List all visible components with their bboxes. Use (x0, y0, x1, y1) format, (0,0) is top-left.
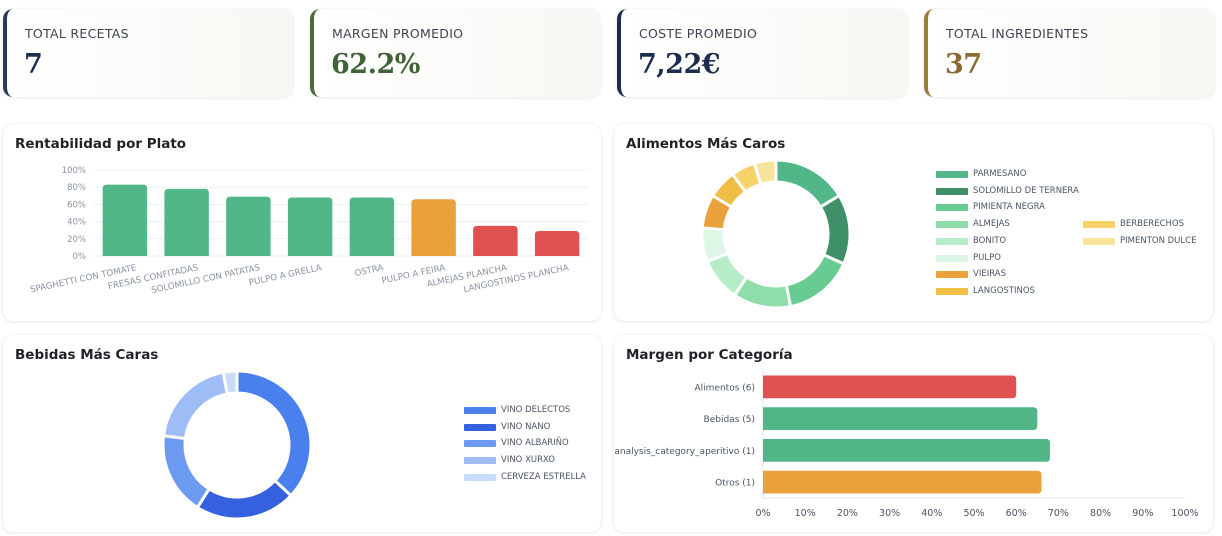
legend-swatch (1083, 237, 1115, 245)
legend-label: LANGOSTINOS (973, 285, 1035, 296)
donut-slice[interactable] (195, 478, 294, 521)
y-tick-label: 80% (67, 183, 86, 193)
x-tick-label: 0% (755, 508, 770, 519)
x-tick-label: 70% (1048, 508, 1069, 519)
bar[interactable] (763, 407, 1038, 431)
bar[interactable] (349, 197, 395, 256)
legend-swatch (936, 187, 968, 195)
bebidas-legend: VINO DELECTOS VINO NANO VINO ALBARIÑO VINO … (464, 405, 599, 506)
bar[interactable] (763, 438, 1050, 462)
x-tick-label: 40% (921, 508, 942, 519)
bar[interactable] (473, 225, 518, 256)
y-tick-label: 20% (67, 235, 86, 245)
bar[interactable] (164, 188, 209, 256)
donut-slice[interactable] (235, 369, 313, 498)
kpi-value: 62.2% (331, 49, 420, 80)
kpi-value: 7,22€ (638, 49, 721, 80)
y-tick-label: 100% (62, 166, 86, 176)
legend-label: SOLOMILLO DE TERNERA (973, 185, 1079, 196)
bar[interactable] (763, 375, 1017, 399)
bar[interactable] (534, 231, 580, 256)
kpi-total-ingredientes: TOTAL INGREDIENTES 37 (924, 9, 1214, 97)
alimentos-legend: PARMESANO SOLOMILLO DE TERNERA PIMIENTA NE… (936, 169, 1206, 310)
kpi-label: TOTAL INGREDIENTES (946, 26, 1089, 41)
rentabilidad-chart: 0%20%40%60%80%100%SPAGHETTI CON TOMATEFR… (29, 166, 588, 296)
legend-swatch (1083, 221, 1115, 228)
card-title: Rentabilidad por Plato (15, 136, 187, 152)
legend-swatch (464, 423, 496, 431)
kpi-total-recetas: TOTAL RECETAS 7 (3, 9, 293, 97)
kpi-label: TOTAL RECETAS (25, 26, 129, 41)
y-tick-label: Alimentos (6) (695, 383, 756, 393)
legend-label: BERBERECHOS (1120, 219, 1184, 229)
y-tick-label: 0% (73, 252, 87, 262)
legend-label: VINO DELECTOS (501, 405, 571, 415)
x-tick-label: 100% (1171, 508, 1198, 519)
legend-label: PIMENTON DULCE (1120, 235, 1197, 246)
x-tick-label: 20% (837, 508, 858, 519)
x-tick-label: 90% (1132, 508, 1153, 519)
card-title: Bebidas Más Caras (15, 347, 159, 363)
legend-swatch (936, 237, 968, 245)
y-tick-label: Otros (1) (715, 479, 755, 489)
legend-label: BONITO (973, 235, 1007, 246)
donut-slice[interactable] (818, 193, 852, 266)
x-tick-label: 30% (879, 508, 900, 519)
bar[interactable] (226, 196, 271, 256)
y-tick-label: Bebidas (5) (704, 415, 755, 425)
legend-label: VIEIRAS (973, 269, 1006, 280)
legend-label: VINO ALBARIÑO (501, 438, 569, 449)
y-tick-label: analysis_category_aperitivo (1) (614, 447, 755, 457)
legend-label: VINO NANO (501, 421, 551, 432)
card-title: Alimentos Más Caros (626, 136, 786, 152)
bar[interactable] (763, 470, 1042, 494)
legend-swatch (936, 254, 968, 262)
bar[interactable] (287, 197, 333, 256)
donut-slice[interactable] (752, 158, 778, 187)
legend-swatch (936, 204, 968, 212)
kpi-value: 37 (945, 49, 982, 80)
alimentos-donut-chart (700, 158, 852, 310)
margen-card: Margen por Categoría 0% 10% 20% 30% 40% 50% 60… (614, 335, 1213, 532)
legend-swatch (464, 440, 496, 448)
kpi-label: COSTE PROMEDIO (639, 26, 758, 41)
x-tick-label: OSTRA (354, 263, 385, 279)
x-tick-label: 60% (1006, 508, 1027, 519)
y-tick-label: 40% (67, 218, 86, 228)
x-tick-label: 10% (795, 508, 816, 519)
card-title: Margen por Categoría (626, 347, 793, 363)
y-tick-label: 60% (67, 200, 86, 210)
bebidas-card: Bebidas Más Caras VINO DELECTOS VINO NANO… (3, 335, 601, 532)
legend-swatch (936, 221, 968, 229)
bebidas-donut-chart (161, 369, 313, 521)
rentabilidad-card: Rentabilidad por Plato 0% 20% 40% 60% 80% 100… (3, 124, 601, 321)
margen-chart: 0% 10% 20% 30% 40% 50% 60% 70% 80% 90% 100% Aliment… (614, 371, 1199, 519)
donut-slice[interactable] (221, 369, 239, 396)
x-tick-label: 80% (1090, 508, 1111, 519)
donut-slice[interactable] (161, 434, 212, 510)
donut-slice[interactable] (161, 370, 230, 441)
alimentos-card: Alimentos Más Caros PARMESANO SOLOMILLO D… (614, 124, 1213, 321)
legend-swatch (936, 287, 968, 295)
kpi-label: MARGEN PROMEDIO (332, 26, 464, 41)
donut-slice[interactable] (700, 226, 730, 264)
legend-label: PIMIENTA NEGRA (973, 202, 1045, 213)
x-tick-label: 50% (963, 508, 984, 519)
legend-label: ALMEJAS (973, 219, 1010, 230)
bar[interactable] (411, 199, 456, 256)
legend-swatch (464, 473, 496, 481)
legend-swatch (936, 271, 968, 279)
kpi-margen-promedio: MARGEN PROMEDIO 62.2% (310, 9, 600, 97)
legend-label: VINO XURXO (501, 455, 555, 466)
kpi-coste-promedio: COSTE PROMEDIO 7,22€ (617, 9, 907, 97)
legend-label: PULPO (973, 252, 1001, 263)
donut-slice[interactable] (784, 252, 846, 309)
legend-swatch (464, 457, 496, 465)
legend-label: PARMESANO (973, 169, 1027, 179)
legend-swatch (936, 171, 968, 178)
legend-swatch (464, 407, 496, 414)
legend-label: CERVEZA ESTRELLA (501, 471, 586, 482)
bar[interactable] (102, 184, 148, 256)
kpi-value: 7 (24, 49, 43, 80)
